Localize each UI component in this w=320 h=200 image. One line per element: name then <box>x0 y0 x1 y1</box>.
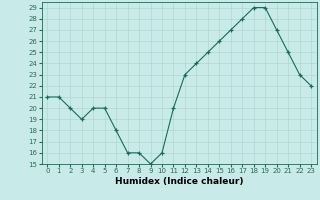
X-axis label: Humidex (Indice chaleur): Humidex (Indice chaleur) <box>115 177 244 186</box>
